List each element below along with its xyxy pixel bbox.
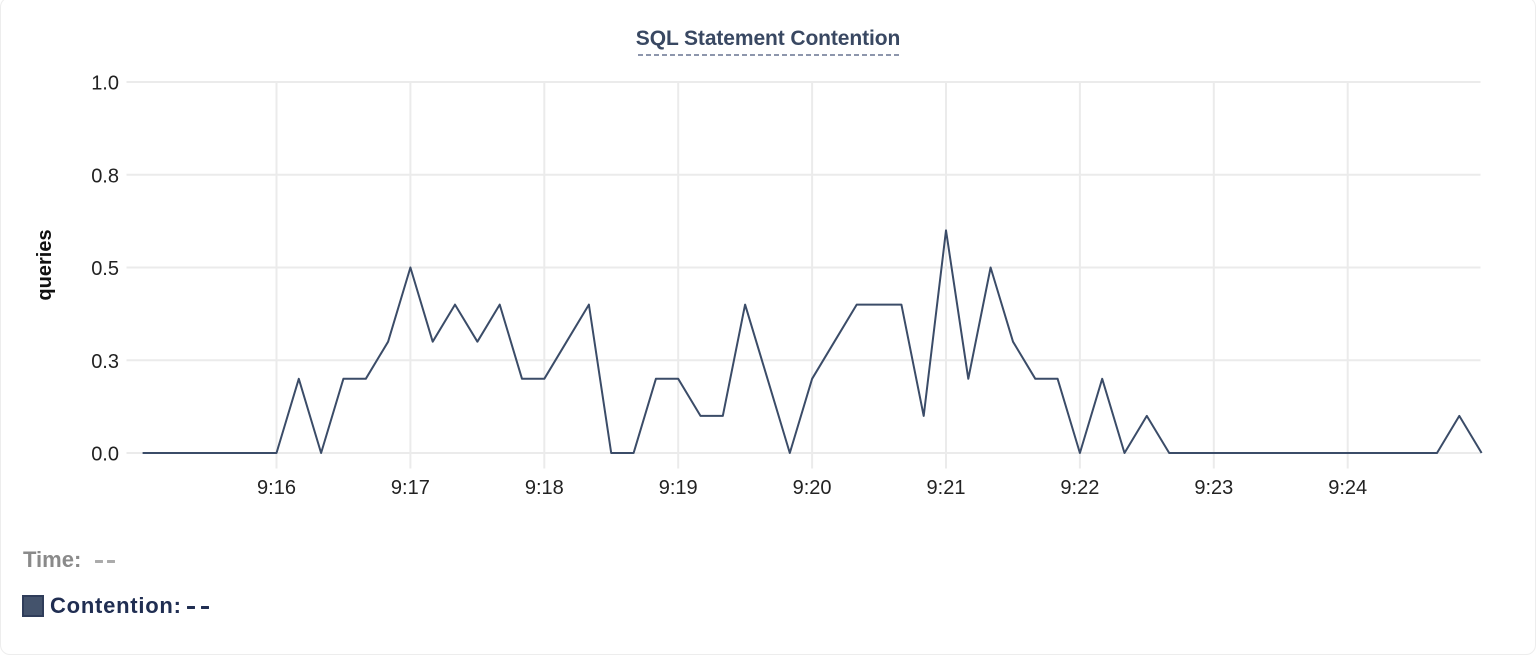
svg-text:9:16: 9:16 — [257, 477, 296, 499]
svg-text:0.8: 0.8 — [91, 165, 119, 187]
svg-text:9:24: 9:24 — [1328, 477, 1367, 499]
svg-text:9:21: 9:21 — [927, 477, 966, 499]
svg-text:9:23: 9:23 — [1194, 477, 1233, 499]
svg-text:9:22: 9:22 — [1060, 477, 1099, 499]
svg-text:9:17: 9:17 — [391, 477, 430, 499]
svg-text:0.0: 0.0 — [91, 444, 119, 466]
svg-text:0.3: 0.3 — [91, 351, 119, 373]
svg-text:9:20: 9:20 — [793, 477, 832, 499]
svg-text:queries: queries — [34, 229, 56, 300]
svg-text:1.0: 1.0 — [91, 73, 119, 95]
svg-text:9:18: 9:18 — [525, 477, 564, 499]
svg-text:0.5: 0.5 — [91, 258, 119, 280]
svg-text:9:19: 9:19 — [659, 477, 698, 499]
